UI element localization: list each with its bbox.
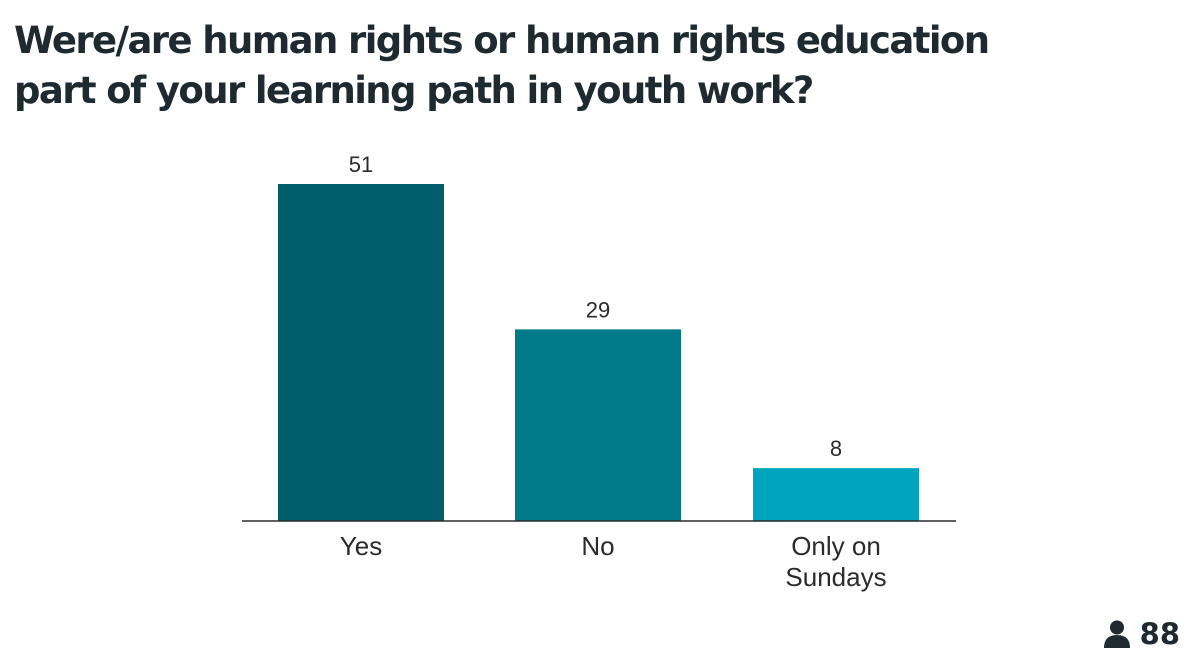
question-title-line-1: Were/are human rights or human rights ed…	[14, 19, 990, 62]
question-title-line-2: part of your learning path in youth work…	[14, 69, 814, 112]
category-label-0: Yes	[340, 531, 382, 561]
respondent-count-value: 88	[1139, 617, 1180, 651]
value-label-2: 8	[830, 436, 842, 461]
category-label-2-line-0: Only on	[791, 531, 881, 561]
question-title: Were/are human rights or human rights ed…	[14, 16, 1014, 116]
value-label-1: 29	[586, 297, 610, 322]
bars-group	[278, 184, 919, 521]
bar-2	[753, 468, 919, 521]
value-labels-group: 51 29 8	[349, 152, 842, 461]
category-label-2-line-1: Sundays	[785, 562, 886, 592]
category-label-1: No	[581, 531, 614, 561]
respondent-count: 88	[1102, 617, 1180, 651]
bar-0	[278, 184, 444, 521]
bar-1	[515, 329, 681, 521]
person-icon	[1103, 620, 1130, 648]
value-label-0: 51	[349, 152, 373, 177]
